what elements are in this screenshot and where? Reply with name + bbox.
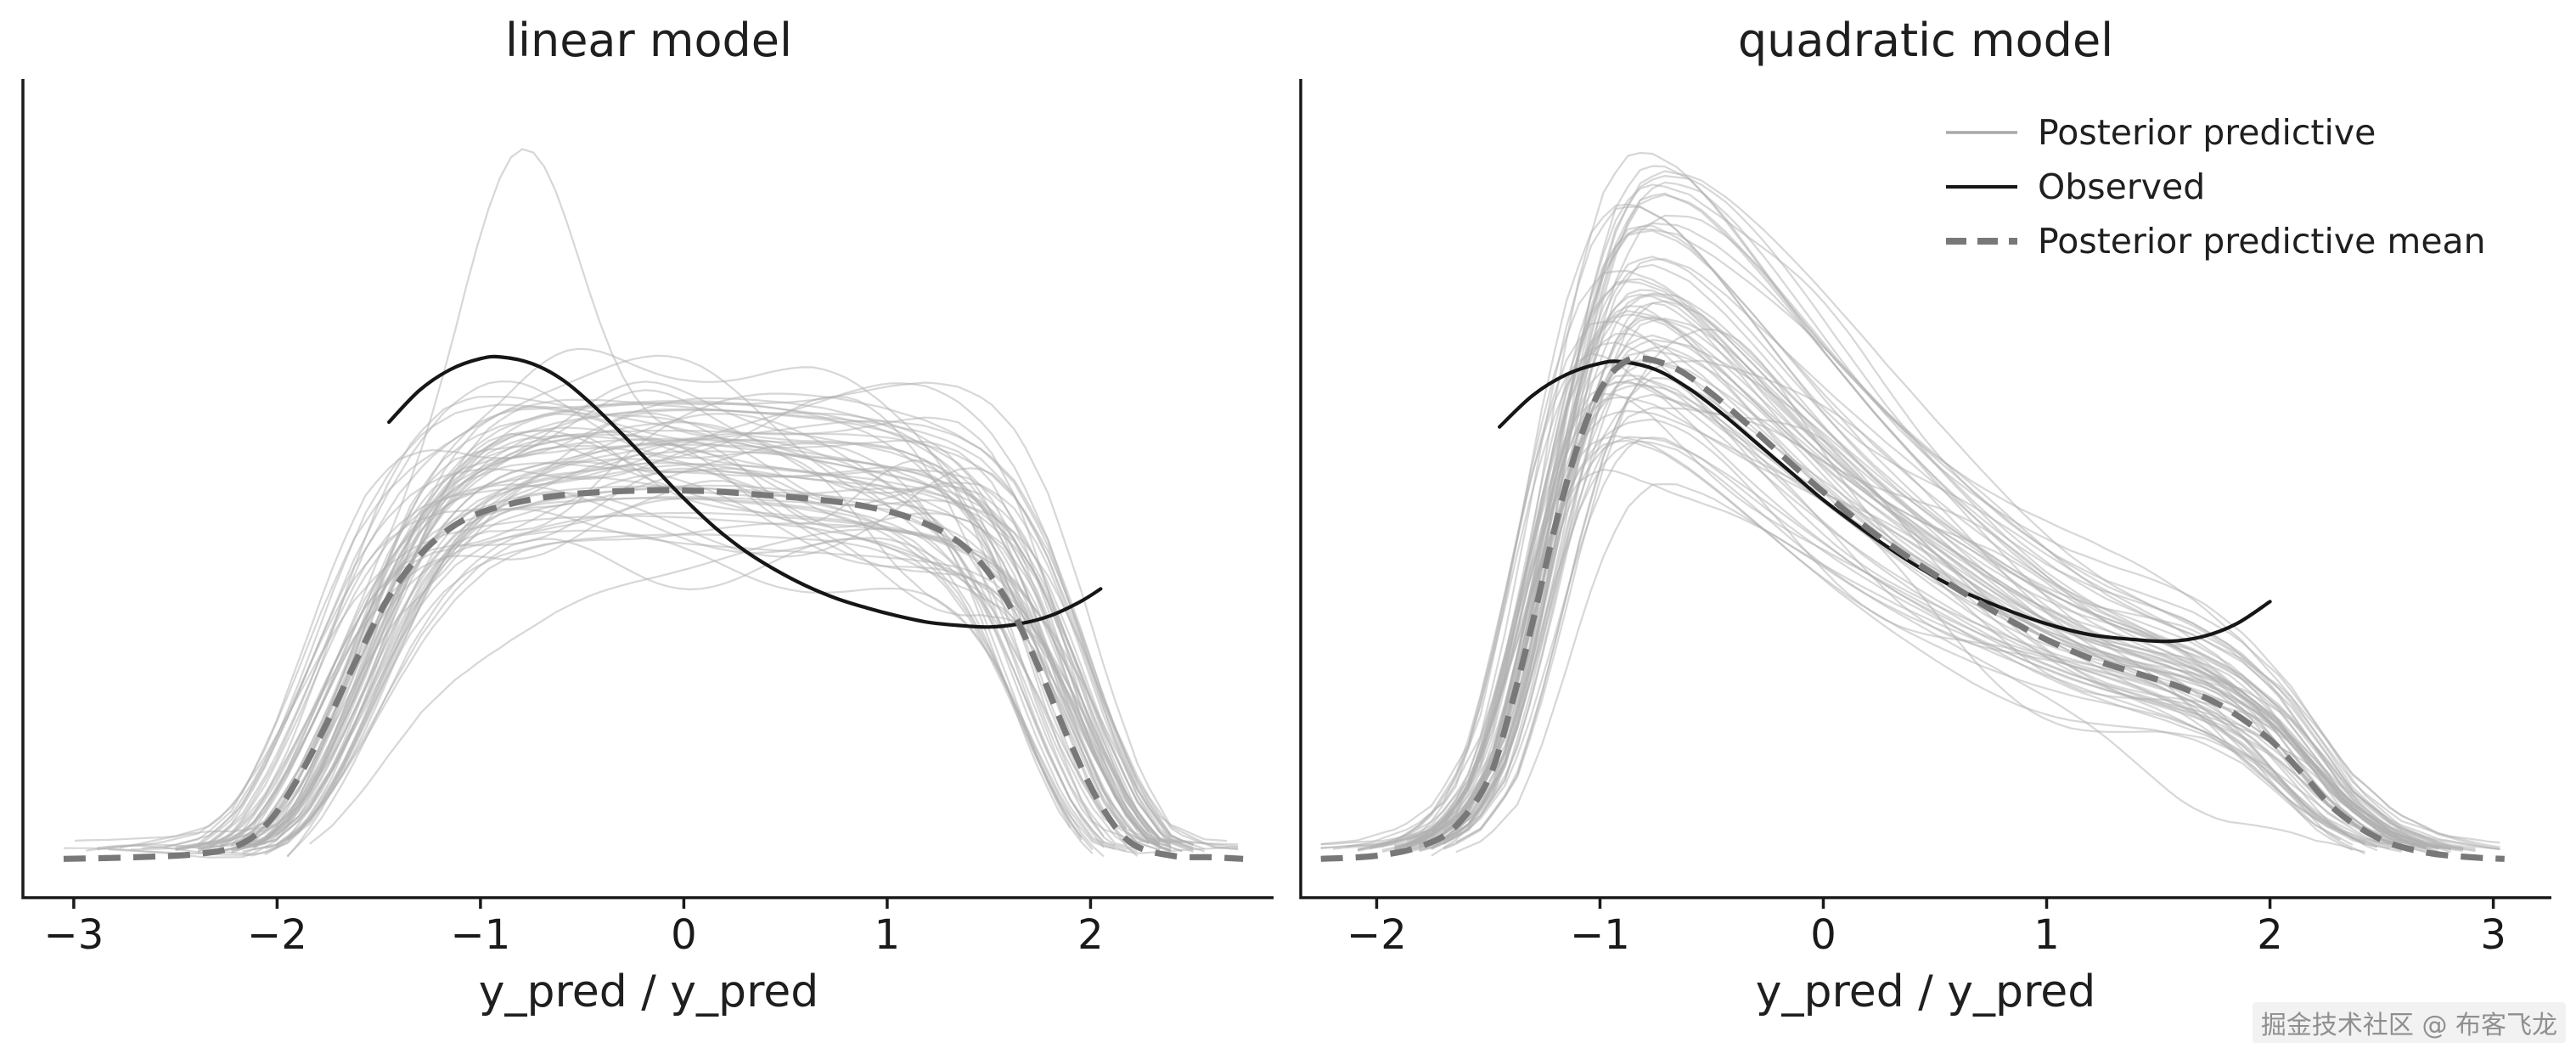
posterior-predictive-sample-line (208, 497, 1094, 851)
x-tick-label: −1 (1570, 911, 1630, 959)
posterior-predictive-sample-line (1419, 181, 2464, 849)
x-tick-label: −3 (43, 911, 104, 959)
posterior-predictive-sample-line (253, 416, 1172, 848)
posterior-predictive-sample-line (309, 527, 1161, 845)
observed-key-line (1946, 185, 2017, 189)
x-tick-label: 2 (1077, 911, 1104, 959)
posterior-predictive-sample-line (1418, 222, 2476, 853)
axis-spines (1299, 79, 2551, 899)
x-tick-label: 2 (2257, 911, 2283, 959)
posterior-predictive-sample-line (142, 403, 1172, 850)
panel-title-linear: linear model (504, 14, 793, 67)
x-tick-label: 0 (671, 911, 697, 959)
legend-item-posterior-predictive: Posterior predictive (1944, 105, 2486, 160)
panel-title-quadratic: quadratic model (1737, 14, 2114, 67)
posterior-predictive-sample-line (1443, 377, 2451, 854)
posterior-predictive-sample-line (275, 508, 1161, 843)
x-tick-label: −2 (247, 911, 307, 959)
posterior-predictive-sample-line (253, 402, 1172, 852)
posterior-predictive-sample-line (208, 403, 1150, 847)
axis-spines (21, 79, 1274, 899)
posterior-predictive-sample-line (1406, 320, 2403, 853)
posterior-predictive-sample-line (1455, 482, 2451, 854)
posterior-predictive-sample-line (197, 438, 1127, 854)
posterior-predictive-sample-line (242, 392, 1194, 849)
posterior-predictive-key-line (1946, 131, 2017, 134)
posterior-predictive-sample-line (275, 412, 1239, 851)
x-tick-label: 3 (2480, 911, 2506, 959)
x-tick-label: 1 (875, 911, 901, 959)
legend: Posterior predictive Observed Posterior … (1944, 105, 2486, 268)
panel-linear: −3 −2 −1 0 1 2 (21, 79, 1274, 959)
panel-quadratic: −2 −1 0 1 2 3 (1299, 79, 2551, 959)
posterior-predictive-sample-line (130, 462, 1194, 851)
x-tick-label: 1 (2033, 911, 2060, 959)
observed-line (1498, 359, 2272, 644)
x-axis-label-linear: y_pred / y_pred (478, 966, 819, 1017)
posterior-predictive-sample-line (231, 480, 1172, 850)
x-tick-label: 0 (1810, 911, 1836, 959)
legend-label: Observed (2038, 166, 2206, 207)
posterior-predictive-mean-line (1320, 355, 2505, 862)
posterior-predictive-sample-line (1394, 170, 2500, 851)
legend-label: Posterior predictive (2038, 112, 2376, 153)
posterior-predictive-sample-line (242, 382, 1183, 853)
legend-item-observed: Observed (1944, 160, 2486, 214)
posterior-predictive-sample-line (1381, 313, 2415, 852)
posterior-predictive-sample-line (1419, 345, 2439, 854)
posterior-predictive-sample-line (242, 437, 1128, 855)
posterior-predictive-mean-line (63, 487, 1244, 862)
watermark: 掘金技术社区 @ 布客飞龙 (2252, 1002, 2566, 1043)
x-tick-label: −1 (451, 911, 511, 959)
legend-item-posterior-predictive-mean: Posterior predictive mean (1944, 214, 2486, 268)
posterior-predictive-mean-key-line (1946, 238, 2017, 245)
legend-label: Posterior predictive mean (2038, 221, 2486, 262)
posterior-predictive-samples (63, 148, 1239, 859)
posterior-predictive-sample-line (1406, 214, 2464, 851)
posterior-predictive-sample-line (1406, 316, 2439, 854)
posterior-predictive-sample-line (175, 450, 1161, 848)
posterior-predictive-samples (1320, 151, 2500, 857)
x-axis-label-quadratic: y_pred / y_pred (1755, 966, 2096, 1017)
posterior-predictive-sample-line (264, 432, 1183, 856)
posterior-predictive-sample-line (197, 430, 1194, 850)
posterior-predictive-sample-line (164, 347, 1239, 848)
x-tick-label: −2 (1347, 911, 1407, 959)
posterior-predictive-sample-line (197, 413, 1194, 851)
posterior-predictive-sample-line (1406, 165, 2476, 851)
posterior-predictive-sample-line (63, 408, 1172, 859)
posterior-predictive-sample-line (231, 439, 1161, 854)
posterior-predictive-sample-line (197, 354, 1138, 853)
observed-line (387, 354, 1103, 629)
